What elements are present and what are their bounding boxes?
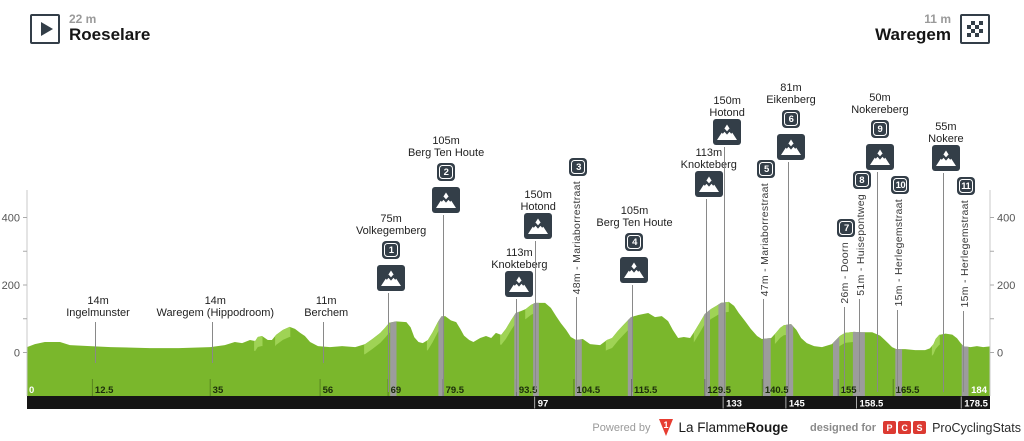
km-label: 69 xyxy=(391,385,402,396)
profile-area xyxy=(27,301,990,396)
finish-elevation: 11 m xyxy=(924,12,951,26)
start-elevation: 22 m xyxy=(69,12,97,26)
cobbled-sector-bar xyxy=(438,316,445,396)
checkered-flag-icon xyxy=(967,21,983,37)
cobbled-sector-bar xyxy=(895,348,903,396)
km-label: 155 xyxy=(841,385,858,396)
km-label: 0 xyxy=(29,385,34,396)
pcs-letter-p: P xyxy=(883,421,897,434)
steep-climb-face xyxy=(693,313,706,343)
km-label: 104.5 xyxy=(576,385,600,396)
cobbled-sector-bar xyxy=(961,344,969,396)
start-header: 22 m Roeselare xyxy=(30,12,150,44)
designed-for-label: designed for xyxy=(810,421,877,434)
start-name: Roeselare xyxy=(69,25,151,44)
pcs-letter-s: S xyxy=(913,421,927,434)
km-label: 79.5 xyxy=(446,385,465,396)
finish-header: 11 m Waregem xyxy=(875,12,990,44)
y-tick-label: 200 xyxy=(997,280,1015,292)
cobbled-sector-bar xyxy=(390,321,397,396)
km-label: 115.5 xyxy=(634,385,658,396)
steep-climb-face xyxy=(605,316,632,351)
powered-by-label: Powered by xyxy=(592,421,651,434)
km-label: 12.5 xyxy=(95,385,114,396)
steep-climb-face xyxy=(275,326,291,347)
la-flamme-rouge-label: La FlammeRouge xyxy=(678,420,789,435)
km-label: 184 xyxy=(971,385,988,396)
km-label: 165.5 xyxy=(896,385,920,396)
y-tick-label: 0 xyxy=(997,348,1003,360)
finish-name: Waregem xyxy=(875,25,951,44)
steep-climb-face xyxy=(254,336,263,351)
y-tick-label: 400 xyxy=(2,213,20,225)
cobbled-sector-bar xyxy=(575,339,582,396)
km-bar-label: 178.5 xyxy=(964,399,988,410)
pcs-letter-c: C xyxy=(898,421,912,434)
km-label: 35 xyxy=(213,385,224,396)
cobbled-sector-bar xyxy=(718,302,726,396)
km-label: 140.5 xyxy=(765,385,789,396)
finish-icon xyxy=(960,14,990,44)
y-tick-label: 400 xyxy=(997,213,1015,225)
cobbled-sector-bar xyxy=(533,302,539,396)
steep-climb-face xyxy=(525,302,536,320)
lfr-digit: 1 xyxy=(663,420,668,430)
km-bar xyxy=(27,396,990,409)
km-bar-label: 145 xyxy=(789,399,806,410)
footer: Powered by 1 La FlammeRouge designed for… xyxy=(592,419,1021,436)
y-tick-label: 0 xyxy=(14,348,20,360)
cobbled-sector-bar xyxy=(627,316,634,396)
y-tick-label: 200 xyxy=(2,280,20,292)
la-flamme-rouge-icon: 1 xyxy=(658,419,673,436)
km-bar-label: 133 xyxy=(726,399,742,410)
play-triangle-icon xyxy=(40,22,53,36)
km-bar-label: 97 xyxy=(538,399,549,410)
cobbled-sector-bar xyxy=(785,324,794,396)
km-label: 129.5 xyxy=(707,385,731,396)
steep-climb-face xyxy=(426,316,442,351)
pcs-logo: P C S xyxy=(883,421,927,434)
start-icon xyxy=(30,14,60,44)
km-bar-label: 158.5 xyxy=(860,399,884,410)
km-label: 93.5 xyxy=(519,385,538,396)
cobbled-sector-bar xyxy=(833,336,840,396)
steep-climb-face xyxy=(500,312,517,345)
steep-climb-face xyxy=(931,334,940,356)
procyclingstats-label: ProCyclingStats xyxy=(932,420,1021,435)
steep-climb-face xyxy=(364,322,390,355)
steep-climb-face xyxy=(838,331,855,348)
cobbled-sector-bar xyxy=(762,338,771,396)
km-label: 56 xyxy=(323,385,334,396)
cobbled-sector-bar xyxy=(704,309,710,396)
